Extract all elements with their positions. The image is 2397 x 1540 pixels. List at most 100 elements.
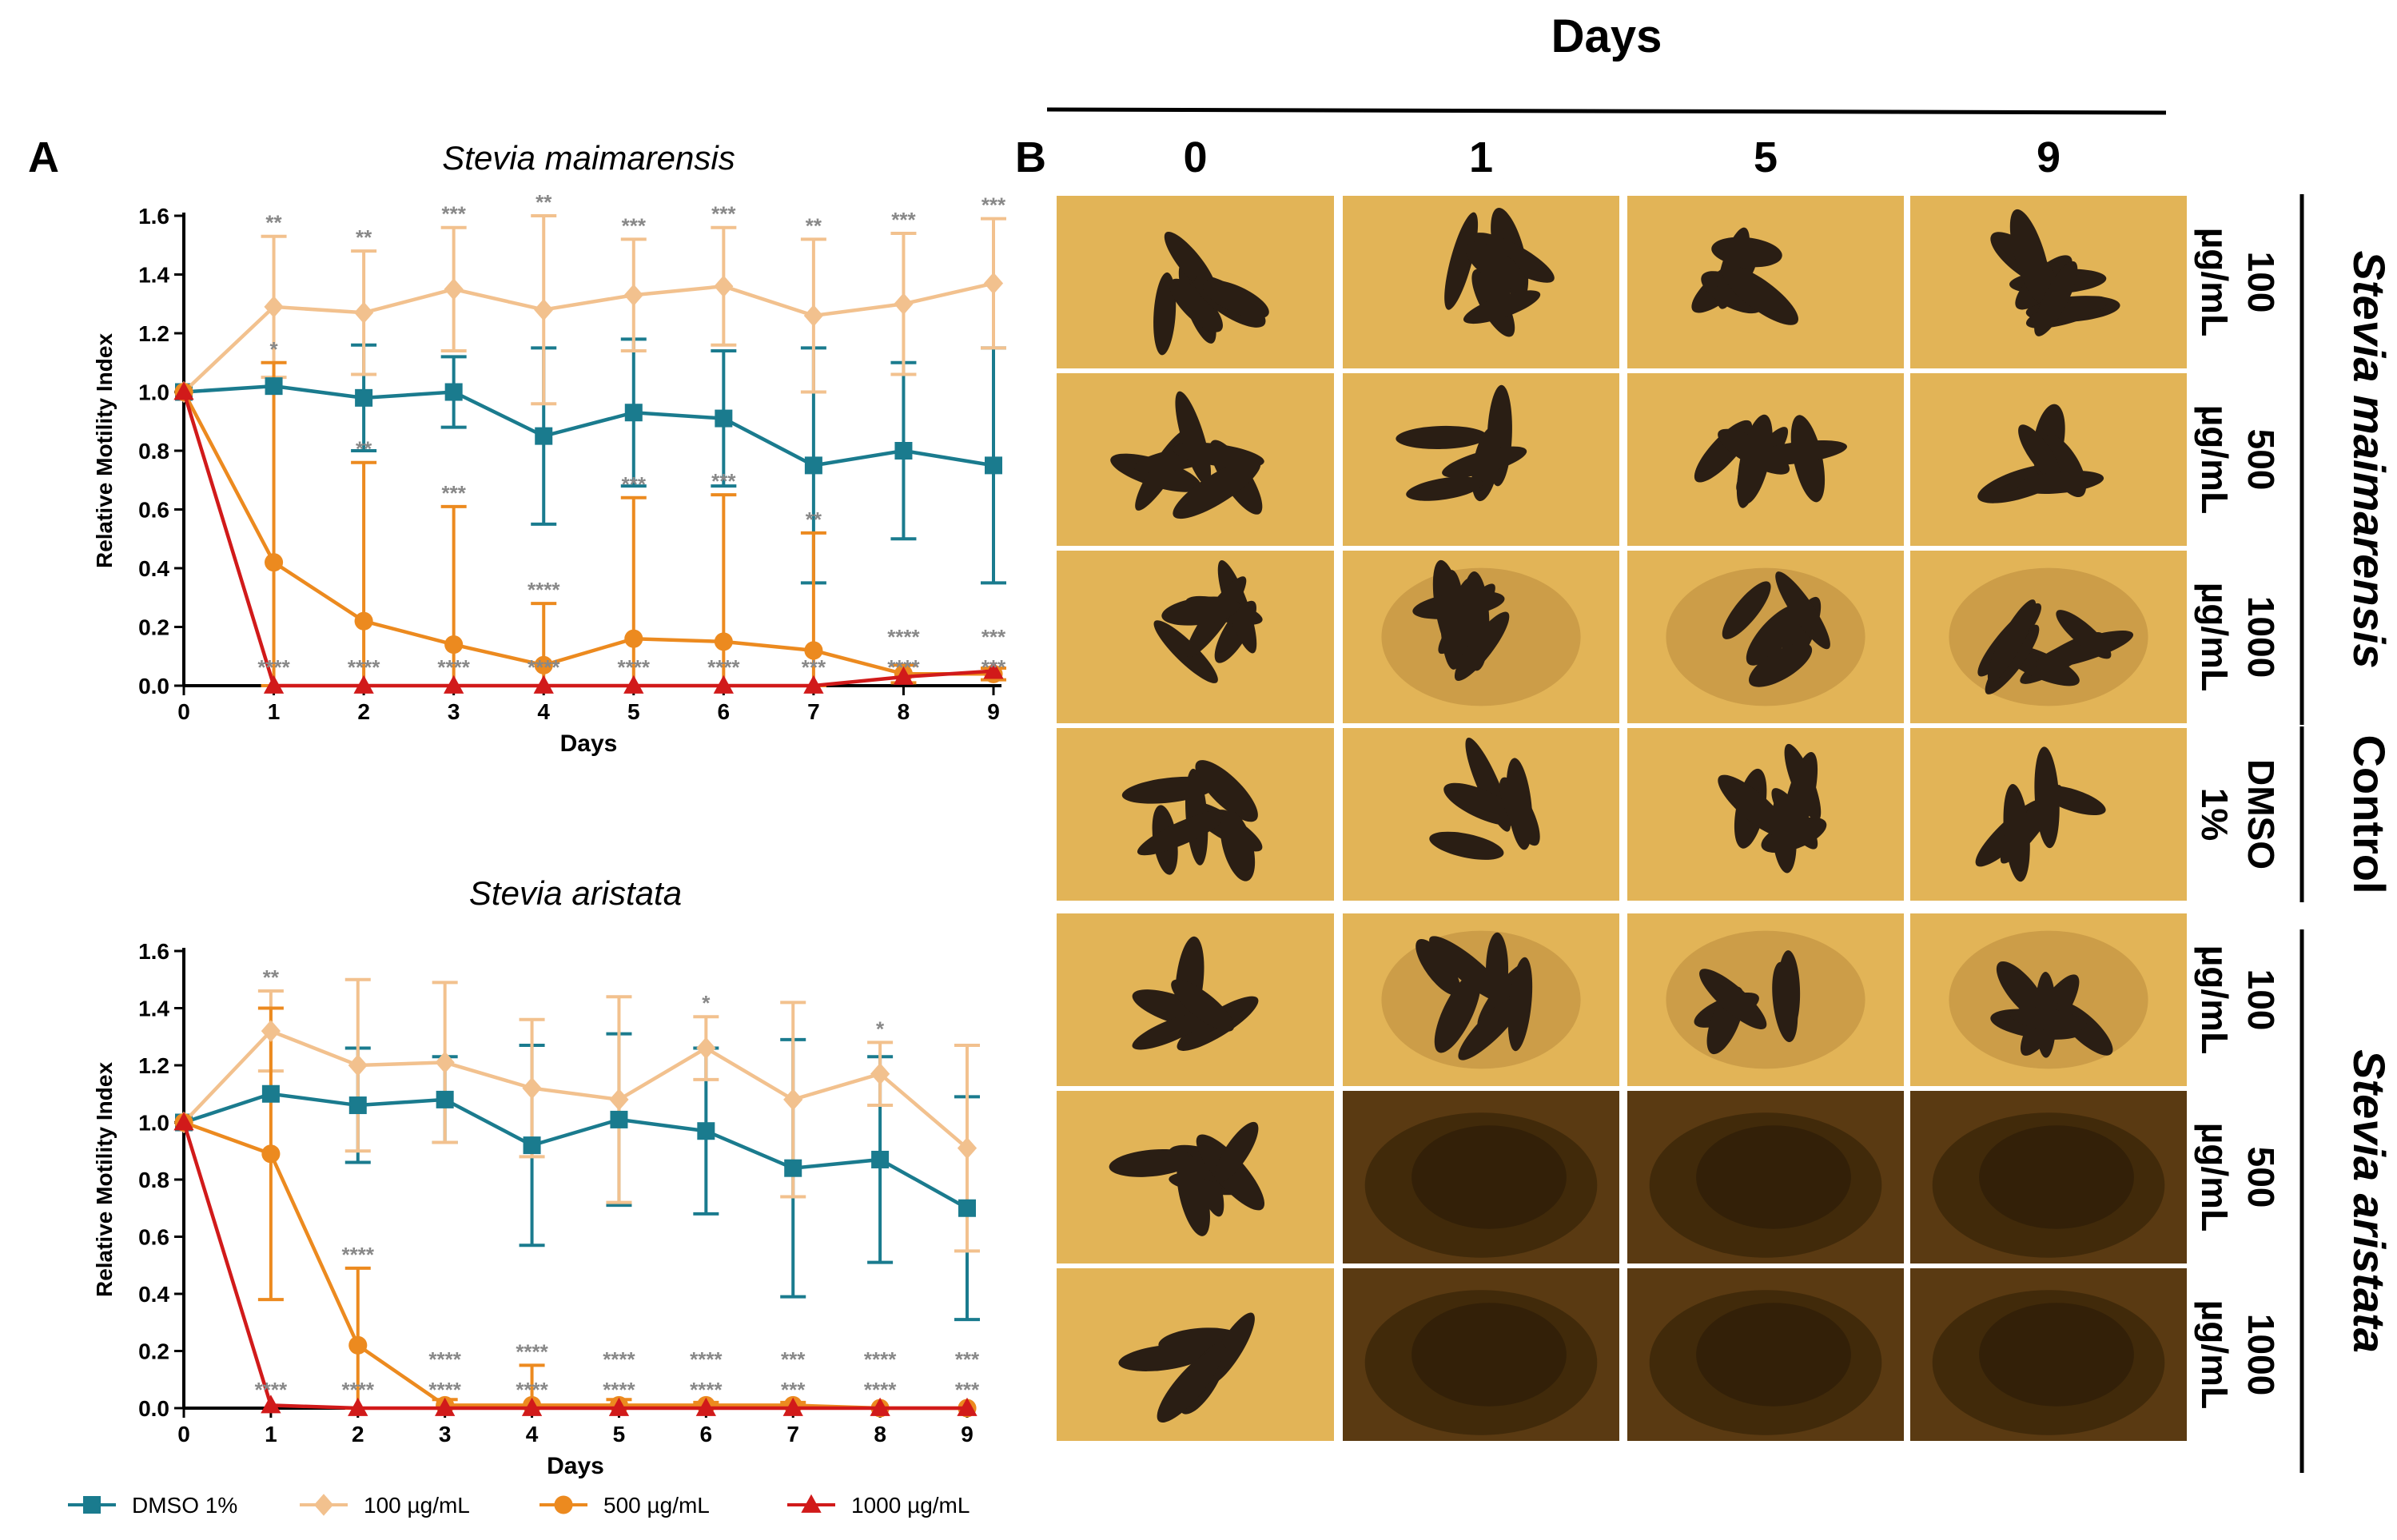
worm-shape: [2009, 209, 2051, 305]
significance-label: ****: [437, 655, 470, 679]
worm-shape: [1396, 425, 1487, 449]
data-point-d1000: [521, 1397, 543, 1416]
dose-value: 1000: [2240, 596, 2282, 678]
worm-shape: [2034, 746, 2060, 849]
worm-shape: [1220, 810, 1256, 881]
data-point-dmso: [523, 1136, 541, 1155]
x-tick-label: 2: [352, 1422, 364, 1446]
worm-shape: [1153, 620, 1218, 683]
data-point-dmso: [444, 383, 463, 401]
data-point-d1000: [263, 674, 285, 694]
worm-shape: [1506, 758, 1533, 850]
x-tick-label: 7: [786, 1422, 799, 1446]
group-label: Stevia aristata: [2344, 1049, 2395, 1353]
legend-label: 500 µg/mL: [603, 1493, 710, 1518]
worm-shape: [1195, 760, 1258, 822]
data-point-d100: [354, 301, 374, 324]
x-tick-label: 4: [537, 699, 550, 724]
y-tick-label: 0.8: [138, 439, 169, 464]
day-column-header: 9: [2037, 133, 2061, 181]
micrograph-cell: [1057, 728, 1334, 901]
significance-label: ****: [603, 1378, 635, 1402]
data-point-d100: [435, 1051, 455, 1074]
micrograph-cell: [1343, 196, 1619, 368]
data-point-dmso: [985, 456, 1002, 475]
significance-label: ****: [528, 578, 560, 602]
data-point-d1000: [435, 1397, 456, 1416]
data-point-d100: [714, 275, 734, 297]
micrograph-cell: [1343, 551, 1619, 723]
micrograph-cell: [1057, 196, 1334, 368]
significance-label: ****: [690, 1347, 723, 1371]
worm-shape: [1153, 272, 1177, 356]
y-tick-label: 1.0: [138, 1111, 169, 1136]
significance-label: ***: [955, 1378, 980, 1402]
worm-shape: [1444, 212, 1479, 310]
significance-label: **: [806, 213, 822, 237]
x-tick-label: 6: [718, 699, 731, 724]
data-point-dmso: [894, 442, 913, 460]
worm-shape: [1454, 611, 1510, 681]
series-line-d1000: [181, 391, 994, 688]
legend-label: DMSO 1%: [132, 1493, 237, 1518]
data-point-dmso: [348, 1096, 367, 1115]
data-point-d500: [534, 655, 553, 674]
data-point-d1000: [803, 674, 824, 694]
significance-label: ***: [981, 655, 1006, 679]
data-point-d100: [623, 284, 643, 306]
worm-shape: [1161, 596, 1240, 626]
data-point-d100: [534, 298, 554, 321]
data-point-d1000: [444, 674, 464, 694]
dose-unit: µg/mL: [2194, 228, 2236, 336]
micrograph-cell: [1057, 373, 1334, 546]
data-point-dmso: [436, 1090, 454, 1108]
worm-shape: [1699, 969, 1767, 1029]
data-point-d1000: [173, 381, 194, 400]
worm-shape: [1722, 581, 1771, 639]
data-point-d100: [264, 296, 284, 318]
dose-unit: µg/mL: [2194, 1300, 2236, 1409]
significance-label: ***: [441, 202, 466, 226]
data-point-d1000: [957, 1397, 978, 1416]
worm-shape: [2018, 424, 2061, 482]
data-point-d1000: [533, 674, 554, 694]
dose-value: 100: [2240, 252, 2282, 313]
significance-label: ***: [955, 1347, 980, 1371]
day-column-header: 5: [1754, 133, 1778, 181]
day-column-header: 0: [1183, 133, 1207, 181]
x-tick-label: 4: [526, 1422, 539, 1446]
series-line-d100: [182, 281, 994, 394]
image-grid: 0 1 5 9100µg/mL500µg/mL1000µg/mLDMSO1%100µg…: [1057, 133, 2395, 1473]
y-tick-label: 0.0: [138, 674, 169, 698]
worm-shape: [1416, 939, 1461, 996]
worm-shape: [1177, 1155, 1210, 1236]
data-point-dmso: [804, 456, 822, 475]
data-point-d500: [624, 629, 643, 648]
data-point-d500: [261, 1144, 281, 1164]
worm-shape: [1171, 979, 1235, 1032]
worm-shape: [1775, 571, 1830, 650]
cuticle-mass: [1412, 1303, 1567, 1407]
series-line-dmso: [183, 1092, 969, 1210]
significance-label: *: [702, 991, 711, 1015]
significance-label: ****: [428, 1378, 461, 1402]
micrograph-cell: [1343, 1091, 1619, 1263]
significance-label: ****: [887, 655, 920, 679]
micrograph-cell: [1057, 1091, 1334, 1263]
data-point-d100: [261, 1020, 281, 1042]
dose-unit: µg/mL: [2194, 1123, 2236, 1232]
micrograph-cell: [1343, 373, 1619, 546]
significance-label: **: [356, 437, 372, 461]
data-point-dmso: [261, 1084, 280, 1103]
series-line-d100: [182, 1029, 969, 1150]
x-tick-label: 8: [874, 1422, 886, 1446]
cuticle-mass: [1412, 1125, 1567, 1229]
y-tick-label: 1.2: [138, 1053, 169, 1078]
dose-unit: µg/mL: [2194, 583, 2236, 691]
y-tick-label: 1.0: [138, 380, 169, 405]
legend-marker-d100: [313, 1494, 334, 1516]
days-header: Days: [1551, 10, 1662, 62]
data-point-d100: [803, 304, 823, 327]
